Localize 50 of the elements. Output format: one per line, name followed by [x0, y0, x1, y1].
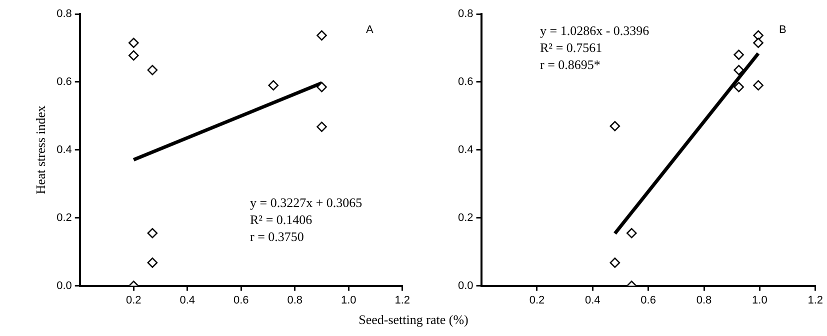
point [753, 38, 764, 48]
x-axis-title: Seed-setting rate (%) [358, 312, 470, 328]
point [316, 122, 327, 132]
point [268, 80, 279, 90]
x-tick-label: 0.2 [529, 294, 545, 306]
point [753, 30, 764, 41]
point [610, 258, 620, 268]
y-tick-label: 0.0 [458, 280, 474, 292]
x-tick-label: 1.0 [752, 294, 768, 306]
point [626, 228, 637, 238]
point [147, 64, 158, 76]
annotation: A [366, 24, 374, 36]
annotation: r = 0.3750 [250, 229, 304, 245]
annotation: y = 0.3227x + 0.3065 [250, 195, 362, 211]
x-tick-label: 0.8 [287, 294, 303, 306]
y-tick-label: 0.2 [56, 212, 72, 224]
point [147, 228, 158, 238]
annotation: y = 1.0286x - 0.3396 [540, 23, 650, 39]
x-tick-label: 0.6 [640, 294, 656, 306]
point [316, 82, 327, 92]
point [734, 64, 744, 76]
x-tick-label: 1.2 [808, 294, 824, 306]
point [147, 258, 158, 268]
point [734, 50, 744, 60]
x-tick-label: 0.8 [696, 294, 712, 306]
y-tick-label: 0.6 [458, 76, 474, 88]
annotation: B [779, 24, 786, 36]
y-tick-label: 0.0 [56, 280, 72, 292]
annotation: R² = 0.1406 [250, 212, 312, 228]
y-tick-label: 0.4 [458, 144, 474, 156]
point [128, 38, 139, 48]
x-tick-label: 0.6 [233, 294, 249, 306]
point [734, 82, 744, 92]
y-tick-label: 0.4 [56, 144, 72, 156]
x-tick-label: 0.4 [584, 294, 600, 306]
point [128, 50, 139, 61]
annotation: R² = 0.7561 [540, 40, 602, 56]
annotation: r = 0.8695* [540, 57, 600, 73]
y-tick-label: 0.8 [458, 8, 474, 20]
x-tick-label: 1.2 [394, 294, 410, 306]
point [316, 30, 327, 41]
point [610, 120, 620, 132]
point [753, 80, 764, 90]
x-tick-label: 1.0 [340, 294, 356, 306]
x-tick-label: 0.2 [126, 294, 142, 306]
y-tick-label: 0.6 [56, 76, 72, 88]
x-tick-label: 0.4 [180, 294, 196, 306]
y-axis-title: Heat stress index [33, 104, 48, 194]
y-tick-label: 0.8 [56, 8, 72, 20]
y-tick-label: 0.2 [458, 212, 474, 224]
